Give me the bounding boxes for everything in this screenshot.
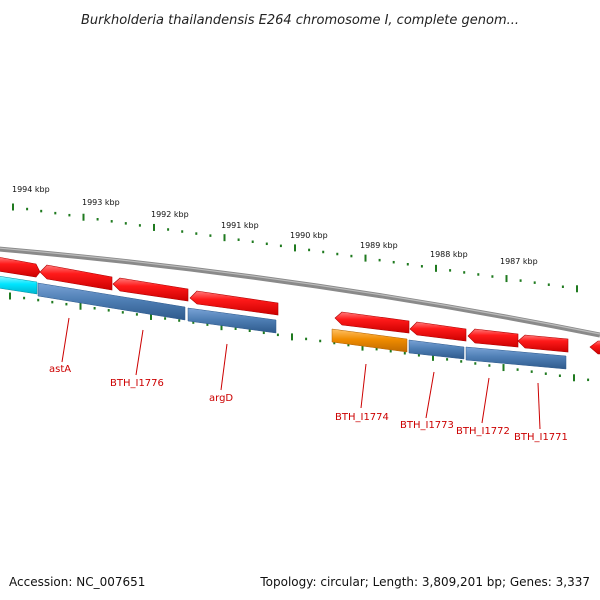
leader-line [537, 382, 541, 430]
leader-line [61, 317, 70, 363]
leader-line [135, 329, 144, 376]
gene-leaders [61, 317, 541, 430]
cds-bar[interactable] [37, 282, 186, 321]
leader-line [481, 377, 490, 424]
gene-arrow[interactable] [467, 328, 519, 348]
cds-bar[interactable] [408, 339, 465, 360]
cds-bar[interactable] [187, 307, 277, 334]
genome-backbone [0, 246, 600, 338]
ruler-label-1992: 1992 kbp [151, 210, 189, 219]
gene-labels: astA BTH_I1776 argD BTH_I1774 BTH_I1773 … [49, 364, 568, 443]
cds-bar[interactable] [0, 276, 38, 295]
gene-arrow[interactable] [39, 264, 113, 291]
leader-line [425, 371, 435, 419]
genome-backbone-highlight [0, 247, 600, 335]
ruler-label-1991: 1991 kbp [221, 221, 259, 230]
ruler-label-1989: 1989 kbp [360, 241, 398, 250]
cds-bar[interactable] [331, 328, 408, 353]
cds-bar[interactable] [465, 346, 567, 370]
gene-label-astA[interactable]: astA [49, 364, 71, 375]
gene-arrow[interactable] [0, 257, 41, 278]
ruler-labels: 1994 kbp 1993 kbp 1992 kbp 1991 kbp 1990… [12, 185, 538, 266]
ruler-label-1994: 1994 kbp [12, 185, 50, 194]
ruler-label-1988: 1988 kbp [430, 250, 468, 259]
gene-arrow[interactable] [517, 334, 569, 353]
gene-arrow[interactable] [189, 290, 279, 316]
gene-label-bth-i1772[interactable]: BTH_I1772 [456, 426, 510, 437]
gene-arrow[interactable] [409, 321, 467, 342]
gene-label-bth-i1771[interactable]: BTH_I1771 [514, 432, 568, 443]
leader-line [220, 343, 228, 391]
gene-label-bth-i1774[interactable]: BTH_I1774 [335, 412, 389, 423]
gene-label-bth-i1773[interactable]: BTH_I1773 [400, 420, 454, 431]
map-title: Burkholderia thailandensis E264 chromoso… [81, 13, 519, 28]
ruler-label-1993: 1993 kbp [82, 198, 120, 207]
genome-summary-text: Topology: circular; Length: 3,809,201 bp… [259, 575, 590, 589]
cds-track [0, 276, 567, 370]
gene-label-bth-i1776[interactable]: BTH_I1776 [110, 378, 164, 389]
gene-arrow[interactable] [589, 340, 600, 355]
ruler-label-1987: 1987 kbp [500, 257, 538, 266]
leader-line [360, 363, 367, 409]
ruler-ticks-upper [12, 203, 578, 293]
accession-text: Accession: NC_007651 [9, 575, 145, 589]
gene-arrow[interactable] [112, 277, 189, 302]
gene-track [0, 257, 600, 355]
gene-arrow[interactable] [334, 311, 410, 334]
ruler-label-1990: 1990 kbp [290, 231, 328, 240]
gene-label-argD[interactable]: argD [209, 393, 233, 404]
